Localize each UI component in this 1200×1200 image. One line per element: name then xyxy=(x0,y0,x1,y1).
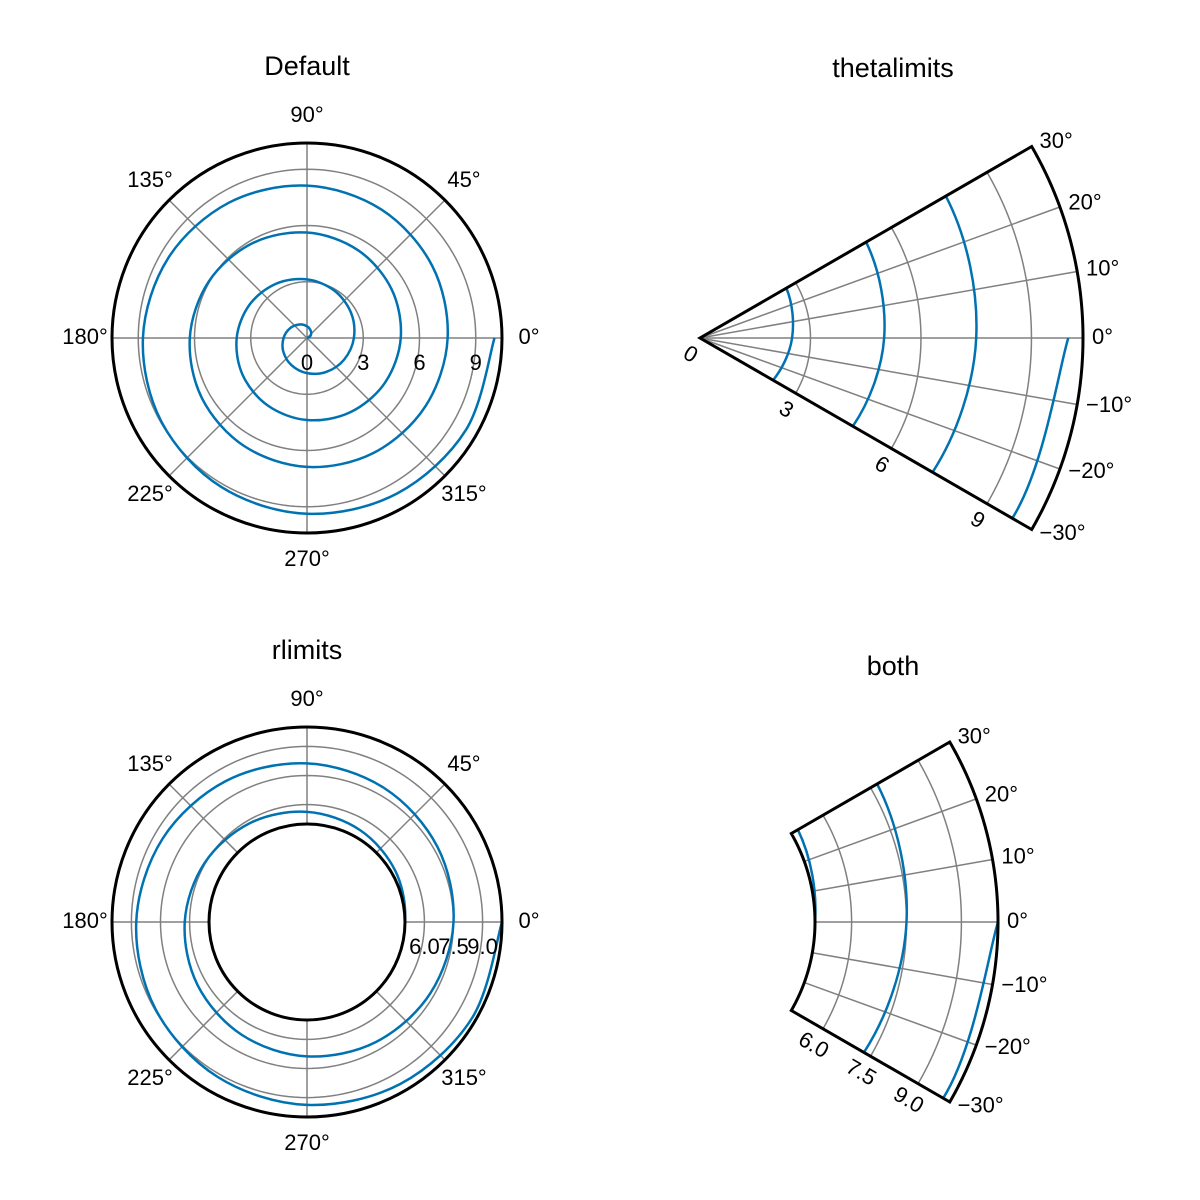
theta-tick-label: 10° xyxy=(1001,844,1034,869)
theta-grid-line xyxy=(168,337,308,477)
theta-tick-label: 0° xyxy=(518,908,539,933)
spine xyxy=(789,739,1000,1105)
spine-inner xyxy=(207,822,407,1022)
theta-tick-label: 225° xyxy=(127,481,173,506)
theta-tick-label: 315° xyxy=(441,481,487,506)
r-tick-label: 9 xyxy=(470,350,482,375)
theta-tick-label: 0° xyxy=(1092,324,1113,349)
r-tick-label: 3 xyxy=(357,350,369,375)
theta-grid-line xyxy=(699,337,1078,406)
theta-tick-label: 10° xyxy=(1086,256,1119,281)
r-tick-label: 9 xyxy=(966,506,989,534)
chart-title: thetalimits xyxy=(832,53,954,83)
theta-tick-label: 270° xyxy=(284,1130,330,1155)
theta-tick-label: −30° xyxy=(1039,520,1085,545)
r-tick-label: 6 xyxy=(413,350,425,375)
theta-grid-line xyxy=(699,270,1078,339)
theta-tick-label: −30° xyxy=(958,1092,1004,1117)
polar-axis: −30° −20° −10° 0° 10° 20° 30° 0 3 6 9 thetalimits xyxy=(679,53,1132,545)
theta-grid-line xyxy=(375,783,446,854)
theta-tick-label: 90° xyxy=(290,686,323,711)
theta-grid-line xyxy=(306,337,446,477)
r-tick-label: 6 xyxy=(871,450,894,478)
r-tick-label: 0 xyxy=(679,340,702,368)
theta-grid-line xyxy=(168,199,308,339)
theta-tick-label: 45° xyxy=(447,167,480,192)
theta-grid-line xyxy=(699,337,1061,470)
r-tick-label: 6.0 xyxy=(409,934,440,959)
theta-tick-label: 315° xyxy=(441,1065,487,1090)
r-tick-label: 3 xyxy=(775,395,798,423)
theta-grid-line xyxy=(699,206,1061,339)
spine xyxy=(110,725,504,1119)
theta-tick-label: 45° xyxy=(447,751,480,776)
theta-tick-label: −10° xyxy=(1086,392,1132,417)
r-tick-label: 0 xyxy=(301,350,313,375)
theta-grid-line xyxy=(812,858,993,893)
theta-tick-label: 30° xyxy=(1039,128,1072,153)
theta-grid-line xyxy=(168,990,239,1061)
chart-title: both xyxy=(867,651,920,681)
theta-grid-line xyxy=(804,798,977,863)
chart-title: rlimits xyxy=(272,635,342,665)
theta-tick-label: 135° xyxy=(127,751,173,776)
theta-tick-label: 20° xyxy=(1068,190,1101,215)
theta-tick-label: −10° xyxy=(1001,972,1047,997)
theta-tick-label: 180° xyxy=(62,324,108,349)
theta-tick-label: 0° xyxy=(518,324,539,349)
theta-tick-label: −20° xyxy=(1068,458,1114,483)
theta-tick-label: 225° xyxy=(127,1065,173,1090)
theta-tick-label: 20° xyxy=(985,782,1018,807)
spine xyxy=(696,144,1085,532)
theta-tick-label: 135° xyxy=(127,167,173,192)
theta-tick-label: 180° xyxy=(62,908,108,933)
polar-axis: 0° 45° 90° 135° 180° 225° 270° 315° 6.07.59.0 rli… xyxy=(62,635,539,1155)
theta-grid-line xyxy=(812,951,993,986)
chart-title: Default xyxy=(264,51,350,81)
r-tick-label: 9.0 xyxy=(467,934,498,959)
polar-axis: 0° 45° 90° 135° 180° 225° 270° 315° 0 3 6 9 Default xyxy=(62,51,539,571)
theta-grid-line xyxy=(306,199,446,339)
theta-tick-label: 30° xyxy=(958,723,991,748)
theta-tick-label: −20° xyxy=(985,1034,1031,1059)
theta-grid-line xyxy=(804,981,977,1046)
spine xyxy=(110,141,504,535)
theta-grid-line xyxy=(375,990,446,1061)
spiral-line xyxy=(141,184,496,516)
r-tick-label: 7.5 xyxy=(438,934,469,959)
theta-grid-line xyxy=(168,783,239,854)
theta-tick-label: 270° xyxy=(284,546,330,571)
theta-tick-label: 0° xyxy=(1007,908,1028,933)
theta-tick-label: 90° xyxy=(290,102,323,127)
